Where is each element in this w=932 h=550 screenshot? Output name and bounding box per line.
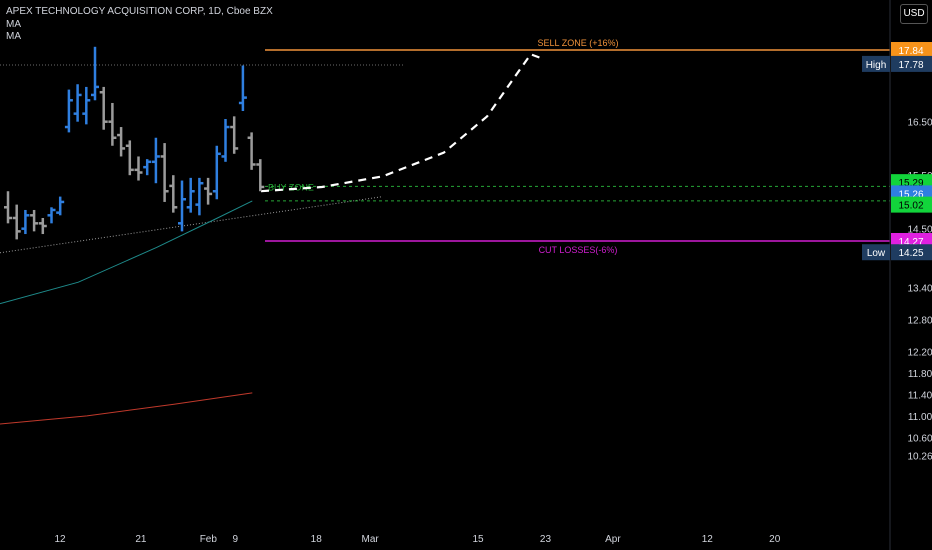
- ohlc-bar: [64, 89, 73, 133]
- ohlc-bar: [117, 127, 126, 157]
- projection-curve: [260, 52, 540, 193]
- x-tick-label: 23: [540, 534, 552, 545]
- y-tick-label: 11.80: [908, 369, 932, 380]
- y-tick-label: 13.40: [907, 284, 932, 295]
- ohlc-bar: [212, 145, 221, 200]
- ohlc-bar: [178, 180, 186, 232]
- ohlc-bar: [134, 156, 143, 181]
- ohlc-bar: [108, 102, 117, 146]
- ohlc-bar: [247, 132, 256, 170]
- ohlc-bar: [230, 116, 239, 154]
- y-tick-label: 10.60: [907, 433, 932, 444]
- x-tick-label: Apr: [605, 534, 621, 545]
- ohlc-bar: [160, 143, 169, 202]
- x-tick-label: 12: [54, 534, 66, 545]
- x-tick-label: 12: [702, 534, 714, 545]
- price-label-bg: [891, 196, 932, 213]
- price-label-value: 14.27: [898, 237, 923, 248]
- ohlc-bar: [186, 177, 195, 213]
- ohlc-bar: [151, 137, 160, 184]
- price-label-bg: [891, 42, 932, 58]
- ohlc-bar: [21, 209, 30, 235]
- ohlc-bar: [125, 140, 134, 176]
- price-label-value: 15.02: [898, 201, 923, 212]
- x-tick-label: 18: [311, 534, 323, 545]
- y-tick-label: 12.20: [907, 348, 932, 359]
- ohlc-bar: [38, 217, 47, 235]
- y-tick-label: 14.50: [907, 225, 932, 236]
- ohlc-bar: [73, 84, 82, 122]
- indicator-ma-2[interactable]: MA: [6, 31, 21, 42]
- ohlc-bar: [169, 175, 178, 213]
- x-tick-label: 21: [135, 534, 147, 545]
- ohlc-bar: [204, 177, 213, 205]
- price-tag-label: High: [866, 60, 887, 71]
- ohlc-bar: [56, 196, 65, 216]
- ohlc-bar: [238, 65, 247, 111]
- price-tag-bg: [862, 244, 890, 261]
- ma-fast-line: [0, 200, 253, 305]
- ohlc-bar: [195, 177, 204, 216]
- ohlc-bar: [91, 46, 99, 101]
- chart-title: APEX TECHNOLOGY ACQUISITION CORP, 1D, Cb…: [6, 6, 273, 17]
- x-tick-label: Feb: [200, 534, 218, 545]
- price-tag-label: Low: [867, 248, 886, 259]
- ma-slow-line: [0, 392, 253, 425]
- price-tag-bg: [862, 55, 890, 72]
- ohlc-bar: [143, 159, 152, 176]
- price-label-value: 15.26: [898, 189, 923, 200]
- level-label-buy_zone_top: BUY ZONE: [268, 182, 314, 192]
- ohlc-bar: [221, 119, 230, 162]
- ohlc-bar: [47, 207, 56, 224]
- price-label-value: 15.29: [898, 178, 923, 189]
- y-tick-label: 11.00: [908, 412, 932, 423]
- x-tick-label: 9: [233, 534, 239, 545]
- y-tick-label: 11.40: [908, 391, 932, 402]
- level-label-cut_losses: CUT LOSSES(-6%): [539, 245, 618, 255]
- ohlc-bar: [12, 204, 21, 240]
- ohlc-bar: [256, 159, 265, 192]
- currency-button[interactable]: USD: [900, 4, 928, 24]
- x-tick-label: Mar: [362, 534, 380, 545]
- price-label-bg: [891, 55, 932, 72]
- ohlc-bar: [4, 191, 12, 224]
- ohlc-bar: [82, 86, 91, 125]
- level-label-sell_zone: SELL ZONE (+16%): [538, 38, 619, 48]
- y-tick-label: 10.26: [907, 452, 932, 463]
- price-label-value: 14.25: [898, 248, 923, 259]
- y-tick-label: 16.50: [907, 118, 932, 129]
- y-tick-label: 12.80: [907, 316, 932, 327]
- price-label-bg: [891, 244, 932, 261]
- x-tick-label: 20: [769, 534, 781, 545]
- ohlc-bar: [30, 209, 39, 232]
- price-label-value: 17.78: [898, 60, 923, 71]
- ohlc-bar: [99, 86, 108, 130]
- x-tick-label: 15: [472, 534, 484, 545]
- indicator-ma-1[interactable]: MA: [6, 19, 21, 30]
- price-label-value: 17.84: [898, 46, 923, 57]
